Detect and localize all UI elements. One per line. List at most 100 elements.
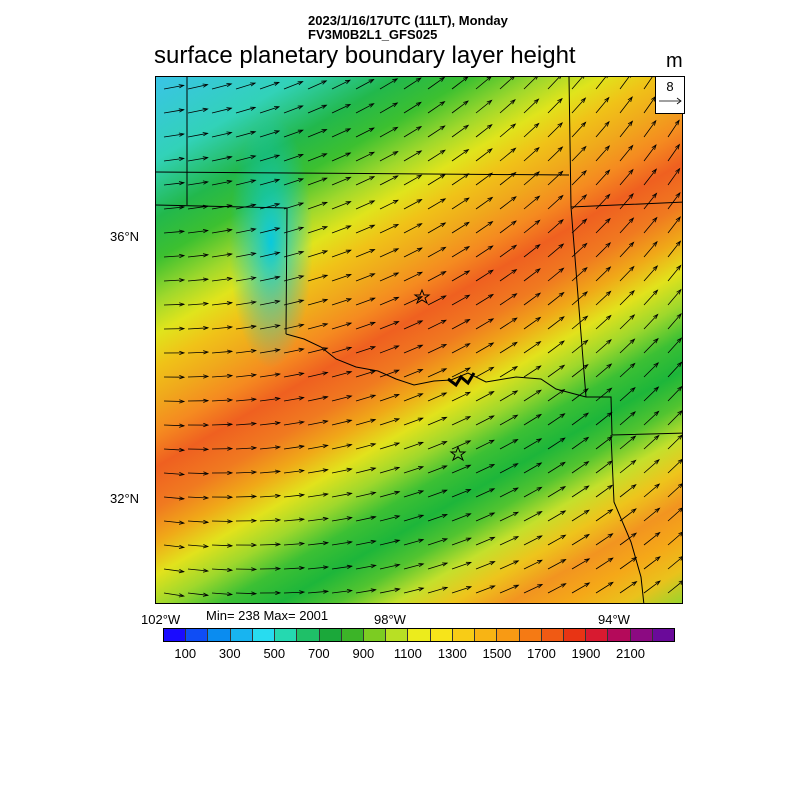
wind-arrow [211,180,232,186]
wind-arrowhead [464,245,471,251]
wind-arrow [235,107,256,114]
colorbar-segment [563,629,587,641]
wind-arrow [595,242,611,258]
wind-arrowhead [227,470,234,475]
wind-arrow [187,351,209,354]
dallas-star [449,445,467,462]
wind-arrowhead [463,197,470,203]
wind-arrow [451,319,470,330]
wind-arrow [307,469,328,474]
wind-arrow [211,229,232,234]
wind-arrowhead [415,77,422,83]
wind-arrow [427,465,447,474]
wind-arrowhead [535,365,542,371]
wind-arrowhead [558,267,565,273]
wind-arrow [523,147,540,162]
colorbar-segment [430,629,453,641]
wind-arrowhead [370,515,377,520]
wind-arrow [475,269,494,282]
wind-arrow [523,414,542,426]
wind-arrow [403,393,423,402]
wind-arrowhead [273,81,281,86]
wind-arrowhead [536,438,543,443]
wind-arrow [475,221,493,234]
wind-arrowhead [370,564,377,569]
wind-arrow [211,132,232,138]
wind-arrow [235,592,257,595]
wind-arrowhead [274,421,282,426]
wind-arrowhead [346,589,353,594]
wind-arrowhead [274,227,281,232]
wind-arrowhead [465,464,472,469]
wind-arrow [475,391,494,402]
wind-arrowhead [653,337,659,344]
wind-arrowhead [345,298,353,303]
wind-arrow [331,176,351,186]
wind-arrowhead [369,346,377,351]
wind-arrow [667,459,682,474]
wind-arrow [163,400,185,402]
wind-arrowhead [298,299,305,304]
wind-arrowhead [274,469,282,474]
wind-arrow [499,77,514,90]
wind-arrowhead [298,226,305,231]
wind-arrow [571,582,590,594]
colorbar-label: 700 [307,646,330,661]
wind-arrow [283,494,304,498]
wind-arrowhead [202,301,210,306]
wind-arrowhead [535,389,542,395]
wind-arrowhead [394,490,401,495]
wind-arrowhead [651,168,658,175]
wind-arrow [595,194,610,210]
wind-arrow [307,299,328,306]
wind-arrowhead [274,130,281,135]
wind-arrow [259,325,280,330]
wind-arrow [211,544,233,547]
wind-arrowhead [298,250,305,255]
wind-arrow [355,419,376,426]
wind-arrow [331,590,352,594]
wind-arrowhead [416,174,423,180]
wind-arrow [523,268,541,282]
wind-arrowhead [512,487,519,492]
wind-arrowhead [631,532,638,538]
wind-arrowhead [226,131,233,136]
wind-arrow [259,179,280,186]
wind-arrow [187,496,209,499]
wind-arrowhead [346,395,353,400]
wind-arrowhead [394,587,401,592]
wind-arrow [643,580,661,594]
wind-arrow [331,444,352,450]
wind-arrowhead [202,132,209,137]
wind-arrowhead [321,201,329,206]
wind-arrowhead [630,435,637,441]
wind-arrowhead [488,439,495,445]
wind-arrowhead [251,542,258,548]
map-overlay [156,77,682,603]
wind-arrowhead [439,77,446,82]
wind-arrowhead [322,468,329,473]
wind-arrow [475,439,495,450]
wind-arrowhead [533,122,540,129]
wind-arrowhead [675,167,681,174]
wind-arrowhead [441,514,448,519]
wind-arrow [379,418,400,426]
wind-arrowhead [344,79,351,85]
wind-arrowhead [370,491,377,496]
wind-arrow [355,565,376,570]
wind-arrowhead [178,132,185,137]
wind-arrowhead [489,536,496,541]
wind-arrow [595,97,610,114]
colorbar-segment [297,629,320,641]
wind-arrowhead [655,580,661,586]
wind-arrow [403,77,422,90]
wind-arrow [499,584,519,594]
wind-arrowhead [512,414,519,420]
wind-arrow [211,350,232,354]
wind-arrow [211,520,233,522]
wind-arrowhead [226,155,233,160]
wind-arrowhead [322,492,329,497]
wind-arrowhead [627,120,634,127]
wind-arrowhead [582,363,589,370]
wind-arrowhead [464,294,471,300]
